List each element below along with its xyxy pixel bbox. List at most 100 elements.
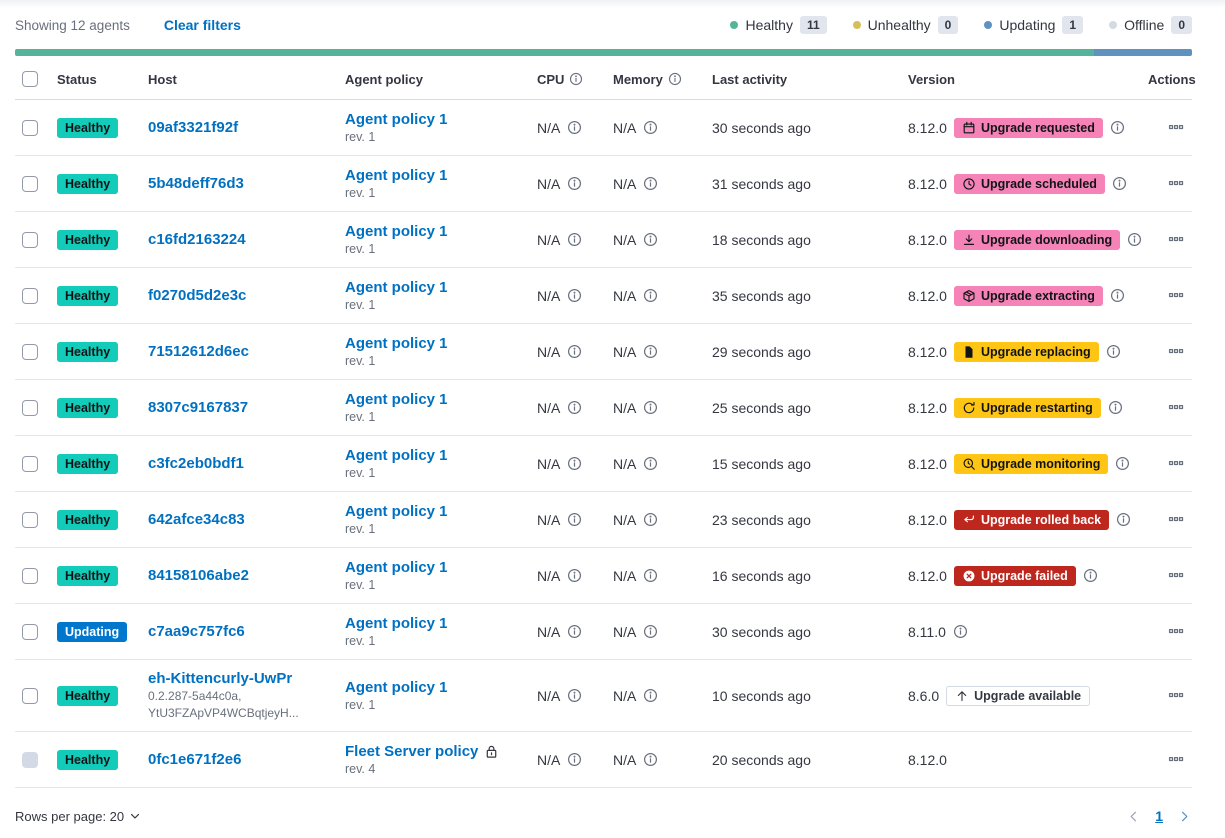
info-icon[interactable]	[1116, 512, 1131, 527]
row-actions-button[interactable]	[1166, 453, 1186, 473]
info-icon[interactable]	[567, 344, 582, 359]
info-icon[interactable]	[1110, 288, 1125, 303]
agent-policy-link[interactable]: Agent policy 1	[345, 679, 448, 696]
badge-healthy: Healthy	[57, 397, 119, 418]
row-actions-button[interactable]	[1166, 173, 1186, 193]
host-link[interactable]: 71512612d6ec	[148, 343, 249, 360]
agent-policy-link[interactable]: Agent policy 1	[345, 223, 448, 240]
clear-filters-link[interactable]: Clear filters	[163, 17, 241, 33]
info-icon[interactable]	[1108, 400, 1123, 415]
info-icon[interactable]	[643, 752, 658, 767]
row-checkbox[interactable]	[22, 687, 38, 704]
host-link[interactable]: 8307c9167837	[148, 399, 249, 416]
row-actions-button[interactable]	[1166, 749, 1186, 769]
agent-policy-link[interactable]: Agent policy 1	[345, 279, 448, 296]
agent-policy-link[interactable]: Agent policy 1	[345, 503, 448, 520]
info-icon[interactable]	[1127, 232, 1142, 247]
row-checkbox[interactable]	[22, 623, 38, 640]
legend-item-updating[interactable]: Updating 1	[984, 16, 1084, 34]
row-checkbox[interactable]	[22, 343, 38, 360]
host-link[interactable]: 84158106abe2	[148, 567, 249, 584]
info-icon[interactable]	[1112, 176, 1127, 191]
cpu-cell: N/A	[537, 731, 613, 788]
host-link[interactable]: f0270d5d2e3c	[148, 287, 247, 304]
actions-cell	[1148, 99, 1192, 156]
agent-policy-link[interactable]: Agent policy 1	[345, 111, 448, 128]
info-icon[interactable]	[1115, 456, 1130, 471]
info-icon[interactable]	[567, 568, 582, 583]
agent-policy-link[interactable]: Fleet Server policy	[345, 743, 479, 760]
row-actions-button[interactable]	[1166, 685, 1186, 705]
previous-page-button[interactable]	[1126, 809, 1141, 824]
info-icon[interactable]	[567, 400, 582, 415]
info-icon[interactable]	[567, 752, 582, 767]
info-icon[interactable]	[643, 568, 658, 583]
info-icon[interactable]	[1110, 120, 1125, 135]
row-checkbox[interactable]	[22, 119, 38, 136]
host-link[interactable]: c7aa9c757fc6	[148, 623, 245, 640]
info-icon[interactable]	[567, 456, 582, 471]
select-all-checkbox[interactable]	[22, 71, 38, 87]
info-icon[interactable]	[643, 344, 658, 359]
host-link[interactable]: 5b48deff76d3	[148, 175, 244, 192]
info-icon[interactable]	[643, 176, 658, 191]
info-icon[interactable]	[1106, 344, 1121, 359]
row-actions-button[interactable]	[1166, 509, 1186, 529]
info-icon[interactable]	[643, 456, 658, 471]
row-actions-button[interactable]	[1166, 341, 1186, 361]
info-icon[interactable]	[569, 72, 583, 86]
host-link[interactable]: 09af3321f92f	[148, 119, 239, 136]
legend-item-offline[interactable]: Offline 0	[1109, 16, 1192, 34]
info-icon[interactable]	[1083, 568, 1098, 583]
legend-item-unhealthy[interactable]: Unhealthy 0	[852, 16, 959, 34]
agent-policy-link[interactable]: Agent policy 1	[345, 559, 448, 576]
host-link[interactable]: c16fd2163224	[148, 231, 246, 248]
host-link[interactable]: c3fc2eb0bdf1	[148, 455, 244, 472]
row-actions-button[interactable]	[1166, 397, 1186, 417]
info-icon[interactable]	[643, 232, 658, 247]
info-icon[interactable]	[643, 624, 658, 639]
row-actions-button[interactable]	[1166, 285, 1186, 305]
row-actions-button[interactable]	[1166, 565, 1186, 585]
column-header-label: Agent policy	[345, 71, 424, 87]
rows-per-page-control[interactable]: Rows per page: 20	[15, 809, 142, 824]
info-icon[interactable]	[567, 688, 582, 703]
legend-item-healthy[interactable]: Healthy 11	[730, 16, 827, 34]
page-number-1[interactable]: 1	[1155, 808, 1163, 824]
info-icon[interactable]	[668, 72, 682, 86]
host-link[interactable]: 0fc1e671f2e6	[148, 751, 242, 768]
row-checkbox[interactable]	[22, 175, 38, 192]
host-link[interactable]: eh-Kittencurly-UwPr	[148, 669, 293, 687]
info-icon[interactable]	[643, 400, 658, 415]
info-icon[interactable]	[643, 288, 658, 303]
info-icon[interactable]	[643, 512, 658, 527]
row-actions-button[interactable]	[1166, 621, 1186, 641]
actions-cell	[1148, 547, 1192, 604]
agent-policy-link[interactable]: Agent policy 1	[345, 615, 448, 632]
info-icon[interactable]	[643, 120, 658, 135]
row-checkbox[interactable]	[22, 399, 38, 416]
row-checkbox[interactable]	[22, 455, 38, 472]
row-checkbox[interactable]	[22, 231, 38, 248]
info-icon[interactable]	[567, 624, 582, 639]
info-icon[interactable]	[953, 624, 968, 639]
row-actions-button[interactable]	[1166, 117, 1186, 137]
info-icon[interactable]	[567, 512, 582, 527]
info-icon[interactable]	[567, 120, 582, 135]
row-checkbox[interactable]	[22, 511, 38, 528]
agent-policy-link[interactable]: Agent policy 1	[345, 335, 448, 352]
info-icon[interactable]	[567, 232, 582, 247]
host-link[interactable]: 642afce34c83	[148, 511, 245, 528]
info-icon[interactable]	[643, 688, 658, 703]
info-icon[interactable]	[567, 176, 582, 191]
agent-policy-link[interactable]: Agent policy 1	[345, 447, 448, 464]
row-checkbox[interactable]	[22, 287, 38, 304]
row-checkbox[interactable]	[22, 567, 38, 584]
agent-policy-link[interactable]: Agent policy 1	[345, 167, 448, 184]
agent-policy-link[interactable]: Agent policy 1	[345, 391, 448, 408]
next-page-button[interactable]	[1177, 809, 1192, 824]
actions-cell	[1148, 435, 1192, 492]
row-actions-button[interactable]	[1166, 229, 1186, 249]
info-icon[interactable]	[567, 288, 582, 303]
badge-label: Upgrade scheduled	[980, 176, 1097, 191]
